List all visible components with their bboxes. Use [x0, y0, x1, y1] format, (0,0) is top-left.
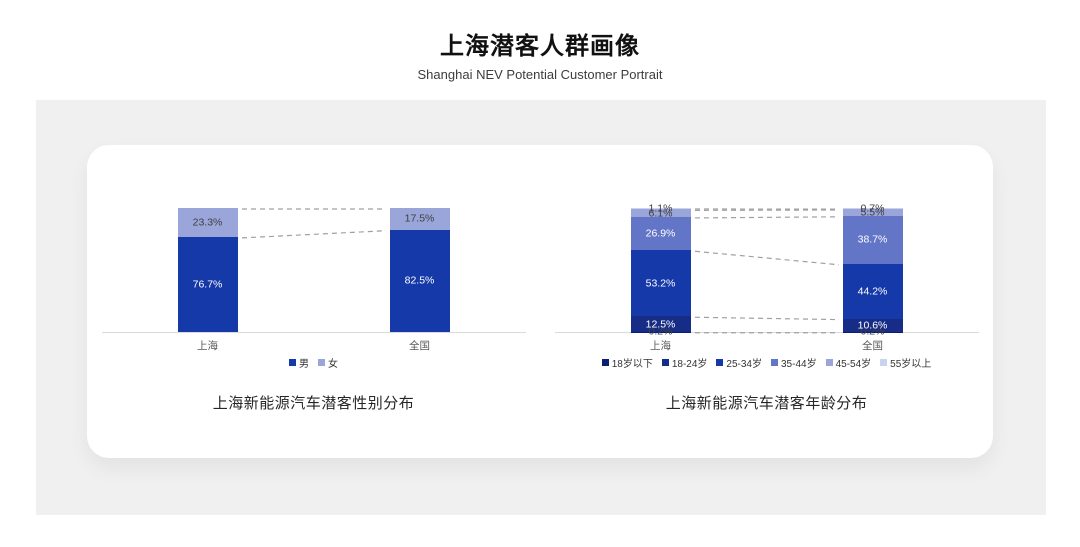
legend-item-18-24岁: 18-24岁: [661, 355, 708, 370]
legend-label: 35-44岁: [781, 359, 817, 370]
legend-swatch-icon: [318, 359, 325, 366]
legend-swatch-icon: [771, 359, 778, 366]
value-label: 23.3%: [192, 216, 223, 229]
connector-line: [694, 216, 839, 219]
legend-label: 女: [328, 359, 338, 370]
legend-swatch-icon: [289, 359, 296, 366]
legend-item-18岁以下: 18岁以下: [601, 355, 653, 370]
chart-caption: 上海新能源汽车潜客性别分布: [212, 395, 415, 412]
connector-overlay: [694, 208, 839, 334]
legend-item-25-34岁: 25-34岁: [716, 355, 762, 370]
legend-swatch-icon: [825, 359, 833, 366]
value-label: 12.5%: [645, 317, 676, 330]
legend-label: 45-54岁: [835, 359, 872, 370]
connector-overlay: [241, 208, 386, 239]
value-label: 38.7%: [857, 233, 888, 246]
connector-line: [694, 316, 839, 321]
legend-label: 55岁以上: [890, 359, 932, 370]
bar-segment-18-24岁-全国: [842, 318, 903, 332]
legend: 18岁以下 18-24岁 25-34岁 35-44岁 45-54岁 55岁以上: [540, 355, 993, 370]
category-label-上海: 上海: [197, 340, 218, 352]
value-label: 44.2%: [857, 284, 888, 297]
value-label: 17.5%: [404, 212, 435, 225]
age-distribution-chart: 0.2% 12.5% 53.2% 26.9% 6.1% 1.1% 0.2% 10.6% 44.2…: [540, 145, 993, 458]
value-label: 0.2%: [648, 325, 673, 338]
value-label: 1.1%: [648, 202, 673, 215]
page-subtitle: Shanghai NEV Potential Customer Portrait: [417, 67, 663, 82]
chart-card: 76.7% 23.3% 82.5% 17.5% 上海 全国 男女 上海新能源汽车潜客性别…: [87, 145, 993, 458]
plot-area: 0.2% 12.5% 53.2% 26.9% 6.1% 1.1% 0.2% 10.6% 44.2…: [554, 203, 979, 337]
legend-swatch-icon: [601, 359, 609, 366]
plot-area: 76.7% 23.3% 82.5% 17.5%: [101, 208, 526, 333]
connector-line: [694, 250, 839, 266]
legend-label: 18岁以下: [611, 359, 653, 370]
chart-caption: 上海新能源汽车潜客年龄分布: [665, 395, 868, 412]
category-label-上海: 上海: [650, 340, 671, 352]
legend-label: 男: [299, 359, 309, 370]
value-label: 0.7%: [860, 202, 885, 215]
page-header: 上海潜客人群画像 Shanghai NEV Potential Customer…: [0, 0, 1080, 82]
gender-distribution-chart: 76.7% 23.3% 82.5% 17.5% 上海 全国 男女 上海新能源汽车潜客性别…: [87, 145, 540, 458]
value-label: 0.2%: [860, 325, 885, 338]
legend-item-35-44岁: 35-44岁: [771, 355, 817, 370]
legend-label: 18-24岁: [671, 359, 708, 370]
legend-swatch-icon: [661, 359, 669, 366]
bar-segment-男-全国: [389, 229, 450, 332]
legend-item-55岁以上: 55岁以上: [880, 355, 931, 370]
legend-swatch-icon: [716, 359, 724, 366]
bar-segment-55岁以上-上海: [630, 208, 691, 210]
category-label-全国: 全国: [409, 340, 430, 352]
bar-segment-25-34岁-上海: [630, 250, 691, 317]
bar-segment-男-上海: [177, 236, 238, 332]
legend-label: 25-34岁: [726, 359, 762, 370]
bar-segment-25-34岁-全国: [842, 263, 903, 319]
legend-item-女: 女: [318, 355, 338, 370]
category-label-全国: 全国: [862, 340, 883, 352]
bar-segment-45-54岁-全国: [842, 209, 903, 216]
category-axis: 上海 全国: [555, 333, 979, 352]
value-label: 76.7%: [192, 278, 223, 291]
legend-swatch-icon: [880, 359, 888, 366]
value-label: 6.1%: [648, 206, 673, 219]
legend: 男女: [87, 355, 540, 370]
page-title: 上海潜客人群画像: [440, 33, 640, 60]
bar-segment-45-54岁-上海: [630, 209, 691, 217]
value-label: 53.2%: [645, 277, 676, 290]
bar-segment-35-44岁-全国: [842, 215, 903, 264]
value-label: 82.5%: [404, 274, 435, 287]
bar-segment-35-44岁-上海: [630, 216, 691, 251]
background-panel: 76.7% 23.3% 82.5% 17.5% 上海 全国 男女 上海新能源汽车潜客性别…: [36, 100, 1046, 515]
value-label: 5.5%: [860, 206, 885, 219]
bar-segment-18-24岁-上海: [630, 316, 691, 332]
legend-item-男: 男: [289, 355, 309, 370]
legend-item-45-54岁: 45-54岁: [825, 355, 872, 370]
bar-segment-女-全国: [389, 208, 450, 230]
bar-segment-55岁以上-全国: [842, 208, 903, 209]
value-label: 26.9%: [645, 227, 676, 240]
category-axis: 上海 全国: [102, 333, 526, 352]
value-label: 10.6%: [857, 318, 888, 331]
connector-line: [241, 230, 386, 239]
bar-segment-女-上海: [177, 208, 238, 237]
